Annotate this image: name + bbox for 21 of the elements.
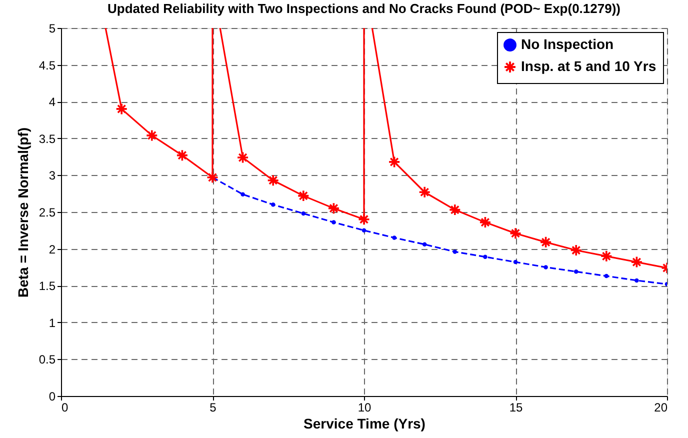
y-tick-label: 4.5 [38,58,56,72]
y-axis-title: Beta = Inverse Normal(pf) [14,128,31,298]
x-tick-label: 15 [509,400,523,414]
y-tick-label: 0 [48,390,56,404]
y-tick-label: 0.5 [38,352,56,367]
y-tick-label: 3 [48,168,56,183]
y-tick-label: 2 [48,242,56,256]
y-tick-label: 4 [48,95,56,110]
x-tick-label: 20 [654,400,668,414]
y-tick-label: 2.5 [38,206,56,220]
x-tick-label: 0 [62,400,68,414]
x-tick-label: 5 [210,400,217,414]
y-tick-label: 5 [48,22,56,36]
y-tick-label: 3.5 [38,132,56,146]
x-tick-label: 10 [358,400,372,414]
x-axis-title: Service Time (Yrs) [304,416,426,432]
legend-label: No Inspection [521,36,614,52]
y-tick-label: 1 [48,316,56,330]
legend-label: Insp. at 5 and 10 Yrs [521,58,656,74]
y-tick-label: 1.5 [38,279,56,294]
chart-title: Updated Reliability with Two Inspections and No Cracks Found (POD~ Exp(0.1279)) [108,1,620,16]
